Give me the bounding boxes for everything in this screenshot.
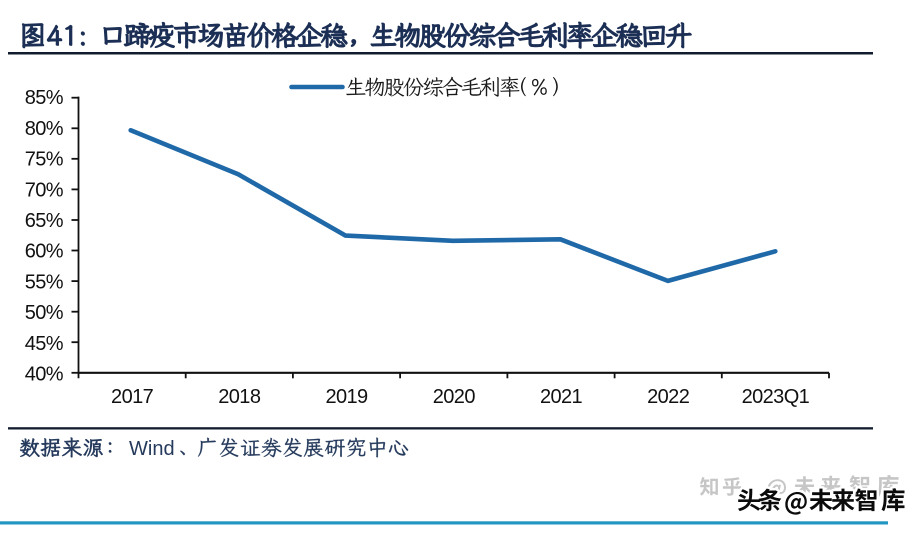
svg-text:75%: 75%: [25, 149, 64, 171]
svg-text:85%: 85%: [25, 87, 64, 109]
svg-text:70%: 70%: [25, 179, 64, 201]
svg-text:2023Q1: 2023Q1: [742, 386, 810, 408]
svg-text:2020: 2020: [433, 386, 476, 408]
svg-text:2017: 2017: [111, 386, 154, 408]
svg-text:2018: 2018: [218, 386, 261, 408]
svg-text:80%: 80%: [25, 118, 64, 140]
svg-text:Wind: Wind: [129, 438, 175, 460]
svg-text:2022: 2022: [647, 386, 690, 408]
svg-text:50%: 50%: [25, 302, 64, 324]
svg-text:2019: 2019: [325, 386, 368, 408]
svg-text:2021: 2021: [540, 386, 583, 408]
svg-text:55%: 55%: [25, 271, 64, 293]
svg-text:60%: 60%: [25, 241, 64, 263]
svg-text:45%: 45%: [25, 333, 64, 355]
svg-text:40%: 40%: [25, 364, 64, 386]
svg-text:65%: 65%: [25, 210, 64, 232]
